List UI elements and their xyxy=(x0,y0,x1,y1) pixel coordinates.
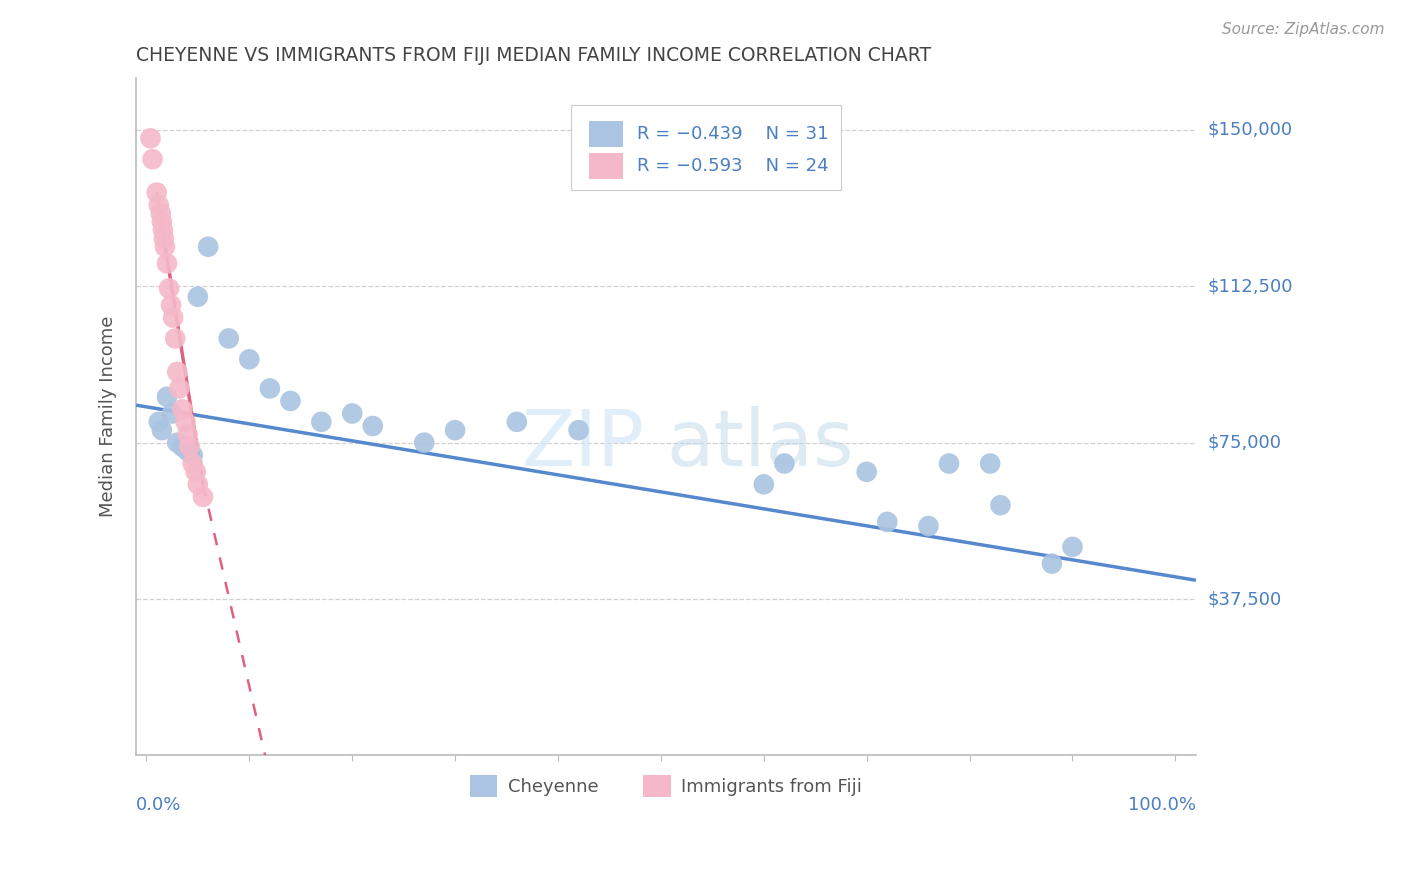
Point xyxy=(311,415,333,429)
Point xyxy=(160,298,183,312)
Point xyxy=(153,240,176,254)
Point xyxy=(166,435,188,450)
Point xyxy=(162,310,184,325)
Point xyxy=(444,423,467,437)
Point xyxy=(238,352,260,367)
Point xyxy=(773,457,796,471)
Text: $112,500: $112,500 xyxy=(1208,277,1292,295)
Point xyxy=(166,365,188,379)
Point xyxy=(172,440,194,454)
Text: $75,000: $75,000 xyxy=(1208,434,1281,451)
Point xyxy=(179,440,201,454)
Point xyxy=(280,394,302,409)
Point xyxy=(169,382,191,396)
Point xyxy=(855,465,877,479)
Text: CHEYENNE VS IMMIGRANTS FROM FIJI MEDIAN FAMILY INCOME CORRELATION CHART: CHEYENNE VS IMMIGRANTS FROM FIJI MEDIAN … xyxy=(136,46,931,65)
Point xyxy=(568,423,591,437)
Point xyxy=(184,465,207,479)
Point xyxy=(172,402,194,417)
Point xyxy=(150,215,173,229)
Point xyxy=(752,477,775,491)
Point xyxy=(917,519,939,533)
Point xyxy=(176,444,198,458)
Point xyxy=(187,290,209,304)
Point xyxy=(152,223,174,237)
Point xyxy=(149,206,172,220)
Point xyxy=(361,419,384,434)
Text: 0.0%: 0.0% xyxy=(136,796,181,814)
Point xyxy=(174,415,197,429)
FancyBboxPatch shape xyxy=(571,105,841,190)
Point xyxy=(187,477,209,491)
FancyBboxPatch shape xyxy=(589,153,623,178)
Point xyxy=(139,131,162,145)
Text: ZIP: ZIP xyxy=(522,406,645,482)
Y-axis label: Median Family Income: Median Family Income xyxy=(100,316,117,517)
Text: R = −0.593    N = 24: R = −0.593 N = 24 xyxy=(637,157,830,175)
Point xyxy=(340,407,363,421)
Point xyxy=(218,331,240,345)
Text: atlas: atlas xyxy=(666,406,853,482)
Point xyxy=(876,515,898,529)
Point xyxy=(413,435,436,450)
Point xyxy=(153,231,176,245)
Point xyxy=(197,240,219,254)
Point xyxy=(191,490,214,504)
Legend: Cheyenne, Immigrants from Fiji: Cheyenne, Immigrants from Fiji xyxy=(463,767,869,804)
Point xyxy=(1062,540,1084,554)
Point xyxy=(150,423,173,437)
Point xyxy=(145,186,167,200)
Point xyxy=(990,498,1012,512)
Point xyxy=(165,331,187,345)
Text: $150,000: $150,000 xyxy=(1208,121,1292,139)
Point xyxy=(938,457,960,471)
Text: 100.0%: 100.0% xyxy=(1128,796,1197,814)
Point xyxy=(181,457,204,471)
Point xyxy=(148,415,170,429)
Point xyxy=(506,415,529,429)
Text: $37,500: $37,500 xyxy=(1208,590,1281,608)
Point xyxy=(156,256,179,270)
FancyBboxPatch shape xyxy=(589,121,623,147)
Point xyxy=(259,382,281,396)
Point xyxy=(148,198,170,212)
Point xyxy=(979,457,1001,471)
Point xyxy=(160,407,183,421)
Point xyxy=(156,390,179,404)
Point xyxy=(176,427,198,442)
Text: R = −0.439    N = 31: R = −0.439 N = 31 xyxy=(637,125,830,143)
Point xyxy=(157,281,180,295)
Point xyxy=(181,448,204,462)
Point xyxy=(142,152,165,166)
Point xyxy=(1040,557,1063,571)
Text: Source: ZipAtlas.com: Source: ZipAtlas.com xyxy=(1222,22,1385,37)
